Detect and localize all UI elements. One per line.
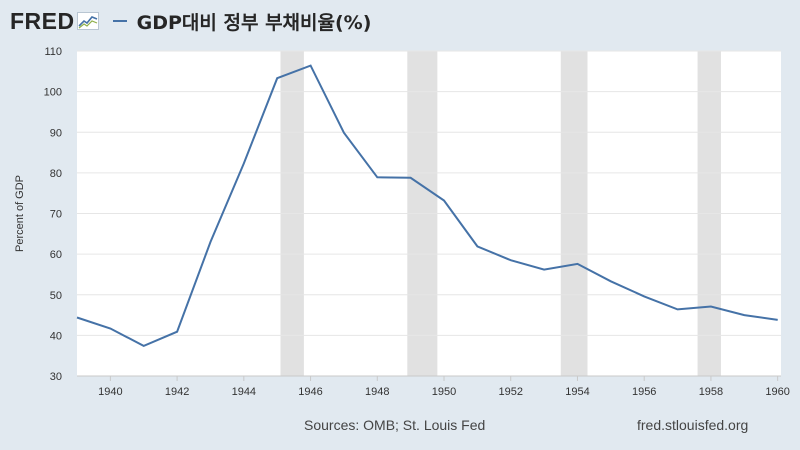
y-tick-label: 80 — [50, 168, 62, 180]
y-tick-label: 100 — [44, 87, 62, 99]
footer-sources: Sources: OMB; St. Louis Fed — [304, 417, 486, 433]
footer-site-link[interactable]: fred.stlouisfed.org — [637, 417, 749, 433]
x-tick-label: 1944 — [232, 386, 256, 398]
x-tick-label: 1954 — [565, 386, 589, 398]
x-axis: 1940 1942 1944 1946 1948 1950 1952 1954 1956 1958… — [77, 375, 790, 398]
x-tick-label: 1940 — [98, 386, 122, 398]
y-axis: 30 40 50 60 70 80 90 100 110 — [44, 46, 62, 383]
y-tick-label: 50 — [50, 290, 62, 302]
x-tick-label: 1946 — [298, 386, 322, 398]
chart-title: GDP대비 정부 부채비율(%) — [136, 11, 372, 34]
y-tick-label: 110 — [44, 46, 62, 58]
y-tick-label: 70 — [50, 209, 62, 221]
y-tick-label: 90 — [50, 127, 62, 139]
x-tick-label: 1960 — [765, 386, 789, 398]
header: FRED GDP대비 정부 부채비율(%) — [10, 6, 371, 36]
series-line — [76, 64, 778, 348]
fred-logo[interactable]: FRED — [10, 7, 75, 34]
legend-line-swatch — [112, 20, 127, 22]
y-tick-label: 30 — [50, 371, 62, 383]
y-tick-label: 40 — [50, 330, 62, 342]
y-tick-label: 60 — [50, 249, 62, 261]
x-tick-label: 1958 — [699, 386, 723, 398]
x-tick-label: 1942 — [165, 386, 189, 398]
y-axis-label: Percent of GDP — [14, 175, 26, 252]
x-tick-label: 1948 — [365, 386, 389, 398]
chart-line-icon — [76, 12, 99, 30]
x-tick-label: 1950 — [432, 386, 456, 398]
x-tick-label: 1952 — [499, 386, 523, 398]
x-tick-label: 1956 — [632, 386, 656, 398]
